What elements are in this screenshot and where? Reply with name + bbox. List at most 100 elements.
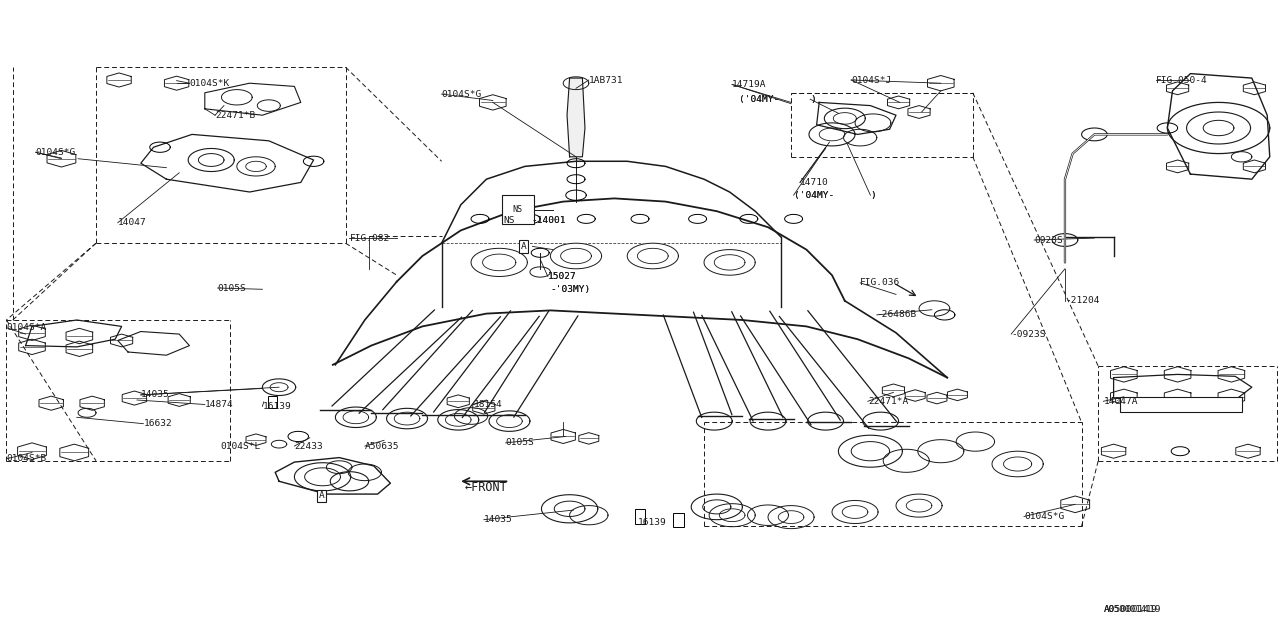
Polygon shape <box>567 175 585 184</box>
Text: 15027: 15027 <box>548 272 576 281</box>
Text: ): ) <box>810 95 815 104</box>
Polygon shape <box>330 472 369 491</box>
Polygon shape <box>567 159 585 168</box>
Polygon shape <box>550 243 602 269</box>
Polygon shape <box>1157 123 1178 133</box>
Text: 16139: 16139 <box>637 518 666 527</box>
Polygon shape <box>262 379 296 396</box>
Polygon shape <box>1171 447 1189 456</box>
Text: ): ) <box>810 95 815 104</box>
Text: 22471*B: 22471*B <box>215 111 255 120</box>
Text: ): ) <box>870 191 876 200</box>
Text: 14710: 14710 <box>800 178 828 187</box>
Text: 18154: 18154 <box>474 400 502 409</box>
Text: NS: NS <box>513 205 522 214</box>
Polygon shape <box>303 156 324 166</box>
Polygon shape <box>110 334 133 347</box>
Text: 0104S*G: 0104S*G <box>442 90 481 99</box>
Polygon shape <box>709 504 755 527</box>
Text: NS: NS <box>503 216 515 225</box>
Polygon shape <box>928 76 954 91</box>
Polygon shape <box>472 401 495 414</box>
Polygon shape <box>79 396 105 410</box>
Polygon shape <box>447 395 470 408</box>
Text: ←FRONT: ←FRONT <box>465 481 507 494</box>
Text: A050001419: A050001419 <box>1103 605 1161 614</box>
Polygon shape <box>1111 389 1137 404</box>
Text: FIG.050-4: FIG.050-4 <box>1156 76 1207 84</box>
Text: 16139: 16139 <box>262 402 291 411</box>
Text: 0104S*B: 0104S*B <box>6 454 46 463</box>
Polygon shape <box>1166 82 1189 95</box>
Polygon shape <box>691 494 742 520</box>
Polygon shape <box>237 157 275 176</box>
Text: A50635: A50635 <box>365 442 399 451</box>
Polygon shape <box>60 444 88 461</box>
Text: 0923S: 0923S <box>1034 236 1062 244</box>
Polygon shape <box>1167 102 1270 154</box>
Polygon shape <box>1219 389 1244 404</box>
Polygon shape <box>141 134 314 192</box>
Polygon shape <box>38 396 64 410</box>
Polygon shape <box>1219 367 1244 382</box>
Polygon shape <box>550 429 576 444</box>
Text: A: A <box>521 242 526 251</box>
Polygon shape <box>294 463 351 491</box>
Polygon shape <box>541 495 598 523</box>
Polygon shape <box>168 394 191 406</box>
Polygon shape <box>704 250 755 275</box>
Polygon shape <box>785 214 803 223</box>
Polygon shape <box>1165 389 1190 404</box>
Polygon shape <box>882 384 905 397</box>
Polygon shape <box>150 142 170 152</box>
Text: ): ) <box>870 191 876 200</box>
Polygon shape <box>47 150 76 167</box>
Polygon shape <box>67 328 92 344</box>
Text: 14719A: 14719A <box>732 80 767 89</box>
Polygon shape <box>1167 74 1270 179</box>
Text: 0105S: 0105S <box>218 284 246 292</box>
Polygon shape <box>567 78 585 157</box>
Polygon shape <box>531 248 549 257</box>
Polygon shape <box>566 190 586 200</box>
Polygon shape <box>809 123 855 146</box>
Bar <box>635 509 645 524</box>
Polygon shape <box>19 339 45 355</box>
Text: -14001: -14001 <box>531 216 566 225</box>
Polygon shape <box>927 392 947 404</box>
Polygon shape <box>689 214 707 223</box>
Text: FIG.036: FIG.036 <box>860 278 900 287</box>
Text: ('04MY-: ('04MY- <box>794 191 833 200</box>
Polygon shape <box>824 108 865 129</box>
Polygon shape <box>471 214 489 223</box>
Polygon shape <box>896 494 942 517</box>
Polygon shape <box>934 310 955 320</box>
Text: ('04MY-: ('04MY- <box>794 191 833 200</box>
Text: 14035: 14035 <box>141 390 169 399</box>
Text: -26486B: -26486B <box>877 310 916 319</box>
Bar <box>673 513 684 527</box>
Polygon shape <box>905 390 925 401</box>
Polygon shape <box>164 76 189 90</box>
Text: 0104S*L: 0104S*L <box>220 442 260 451</box>
Bar <box>1120 397 1242 412</box>
Polygon shape <box>1114 374 1252 402</box>
Polygon shape <box>838 435 902 467</box>
Text: A050001419: A050001419 <box>1103 605 1157 614</box>
Polygon shape <box>855 114 891 132</box>
Polygon shape <box>122 391 147 405</box>
Polygon shape <box>817 102 896 134</box>
Polygon shape <box>1243 82 1266 95</box>
Text: 22471*A: 22471*A <box>868 397 908 406</box>
Text: 0104S*A: 0104S*A <box>6 323 46 332</box>
Text: 0105S: 0105S <box>506 438 534 447</box>
Polygon shape <box>106 73 132 87</box>
Polygon shape <box>577 214 595 223</box>
Text: -0923S: -0923S <box>1011 330 1046 339</box>
Polygon shape <box>1165 367 1190 382</box>
Polygon shape <box>205 83 301 115</box>
Polygon shape <box>480 95 506 110</box>
Text: ('04MY-: ('04MY- <box>739 95 778 104</box>
Polygon shape <box>883 449 929 472</box>
Polygon shape <box>188 148 234 172</box>
